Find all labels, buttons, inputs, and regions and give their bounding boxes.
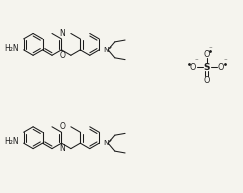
Text: N⁺: N⁺ [103,140,113,146]
Text: O: O [217,63,224,72]
Text: O: O [203,50,210,59]
Text: ⁻: ⁻ [224,58,227,64]
Text: O: O [60,51,65,60]
Text: O: O [190,63,196,72]
Text: N: N [60,144,65,153]
Text: S: S [203,63,210,72]
Text: ⁻: ⁻ [195,58,199,64]
Text: N: N [60,29,65,38]
Text: H₂N: H₂N [5,137,19,146]
Text: N⁺: N⁺ [103,47,113,53]
Text: ⁻: ⁻ [209,46,212,52]
Text: O: O [203,76,210,85]
Text: O: O [60,122,65,131]
Text: H₂N: H₂N [5,44,19,53]
